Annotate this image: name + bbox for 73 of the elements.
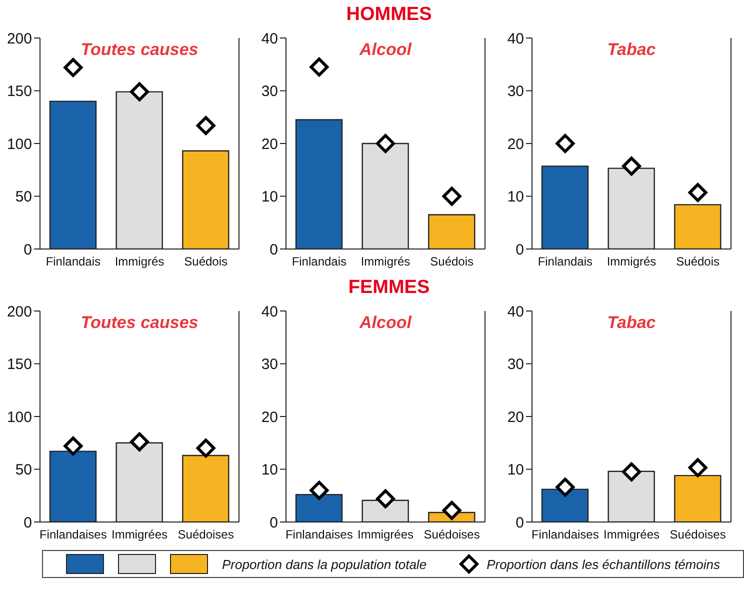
point	[310, 480, 329, 500]
x-tick-label: Immigrés	[114, 254, 164, 269]
y-tick-label: 30	[507, 83, 524, 100]
point	[376, 134, 395, 153]
y-tick-label: 30	[507, 356, 524, 374]
x-tick-label: Finlandais	[46, 254, 101, 269]
y-tick-label: 150	[6, 83, 32, 100]
y-tick-label: 10	[261, 188, 278, 206]
y-tick-label: 20	[261, 136, 278, 153]
y-tick-label: 0	[516, 514, 524, 532]
y-tick-label: 40	[261, 303, 278, 320]
x-tick-label: Immigrées	[111, 528, 168, 542]
x-tick-label: Finlandaises	[531, 528, 599, 542]
point	[688, 183, 708, 202]
chart-title: Tabac	[606, 40, 657, 60]
y-tick-label: 200	[6, 303, 32, 320]
y-tick-label: 50	[15, 188, 32, 206]
y-tick-label: 50	[15, 462, 32, 479]
point	[688, 458, 708, 478]
point	[442, 500, 462, 520]
chart-title: Toutes causes	[80, 40, 200, 60]
y-tick-label: 40	[507, 303, 524, 320]
text: HOMMES	[346, 4, 432, 25]
point	[556, 134, 575, 153]
x-tick-label: Immigrées	[357, 528, 414, 542]
x-tick-label: Immigrés	[606, 254, 656, 269]
point	[556, 478, 575, 497]
x-tick-label: Finlandaises	[285, 528, 353, 542]
legend-label: Proportion dans la population totale	[222, 556, 427, 572]
y-tick-label: 100	[6, 136, 32, 153]
x-tick-label: Suédois	[184, 254, 228, 269]
y-tick-label: 20	[507, 136, 524, 153]
x-tick-label: Finlandais	[292, 254, 347, 269]
x-tick-label: Immigrées	[603, 528, 660, 542]
y-tick-label: 20	[261, 408, 278, 426]
x-tick-label: Immigrés	[360, 254, 410, 269]
y-tick-label: 0	[24, 241, 32, 258]
chart-title: Tabac	[606, 313, 657, 333]
x-tick-label: Suédoises	[424, 528, 480, 542]
x-tick-label: Finlandais	[538, 254, 593, 269]
x-tick-label: Suédois	[676, 254, 720, 269]
chart-title: Alcool	[358, 40, 413, 60]
y-tick-label: 40	[507, 30, 524, 48]
y-tick-label: 100	[6, 408, 32, 426]
point	[622, 156, 641, 176]
x-tick-label: Suédois	[430, 254, 474, 269]
x-tick-label: Suédoises	[670, 528, 726, 542]
y-tick-label: 10	[507, 188, 524, 206]
text: FEMMES	[348, 277, 430, 298]
y-tick-label: 200	[6, 30, 32, 48]
y-tick-label: 40	[261, 30, 278, 48]
chart-title: Alcool	[358, 313, 413, 333]
x-tick-label: Suédoises	[178, 528, 234, 542]
y-tick-label: 0	[516, 241, 524, 258]
y-tick-label: 0	[270, 514, 278, 532]
y-tick-label: 20	[507, 408, 524, 426]
point	[64, 58, 83, 78]
x-tick-label: Finlandaises	[39, 528, 107, 542]
y-tick-label: 10	[507, 462, 524, 479]
point	[130, 82, 149, 102]
point	[310, 58, 329, 77]
y-tick-label: 30	[261, 83, 278, 100]
point	[442, 186, 462, 206]
y-tick-label: 10	[261, 462, 278, 479]
legend-label: Proportion dans les échantillons témoins	[486, 556, 720, 572]
chart-title: Toutes causes	[80, 313, 200, 333]
y-tick-label: 30	[261, 356, 278, 374]
point	[196, 116, 216, 136]
point	[622, 462, 641, 482]
y-tick-label: 0	[24, 514, 32, 532]
y-tick-label: 150	[6, 356, 32, 374]
point	[376, 489, 395, 508]
y-tick-label: 0	[270, 241, 278, 258]
